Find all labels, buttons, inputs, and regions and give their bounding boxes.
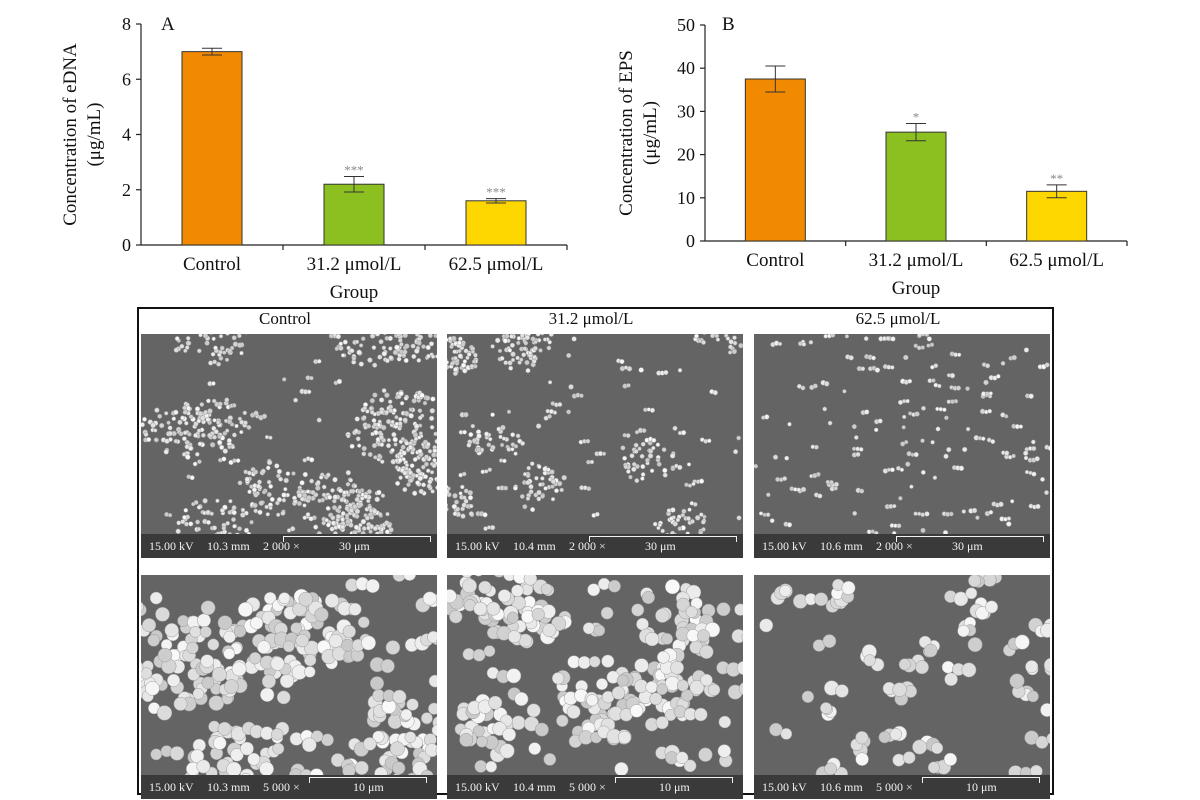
chart-a-bar-0	[181, 51, 243, 246]
chart-b-significance-1: *	[913, 109, 920, 124]
sem-micrograph-image	[447, 575, 743, 775]
sem-scale-bar	[283, 536, 431, 542]
sem-micrograph-image	[447, 334, 743, 534]
sem-micrograph-image	[141, 575, 437, 775]
sem-scale-label: 30 μm	[952, 539, 983, 553]
sem-scale-label: 30 μm	[339, 539, 370, 553]
sem-info-bar: 15.00 kV 10.4 mm 2 000 × 30 μm	[447, 534, 743, 558]
sem-micrograph-image	[141, 334, 437, 534]
sem-info-mag: 2 000 ×	[876, 539, 913, 553]
chart-b-x-axis-title: Group	[892, 278, 941, 299]
chart-b-y-axis-title: Concentration of EPS	[616, 50, 637, 216]
chart-a-panel-label: A	[161, 14, 175, 35]
chart-b-bar-0	[744, 78, 806, 242]
chart-b-ytick-label: 0	[686, 231, 695, 251]
chart-a-bar-2	[465, 200, 527, 246]
sem-info-voltage: 15.00 kV	[455, 539, 500, 553]
sem-info-mag: 5 000 ×	[263, 780, 300, 794]
sem-info-bar: 15.00 kV 10.6 mm 2 000 × 30 μm	[754, 534, 1050, 558]
sem-info-wd: 10.4 mm	[513, 780, 556, 794]
sem-micrograph-image	[754, 334, 1050, 534]
chart-b-ytick-label: 40	[677, 58, 695, 78]
sem-info-wd: 10.3 mm	[207, 780, 250, 794]
sem-scale-bar	[615, 777, 733, 783]
sem-scale-label: 30 μm	[645, 539, 676, 553]
sem-column-title-31-2: 31.2 μmol/L	[548, 309, 634, 328]
sem-info-mag: 2 000 ×	[569, 539, 606, 553]
chart-b-y-axis-unit: (μg/mL)	[640, 101, 661, 165]
chart-a-bar-1	[323, 183, 385, 246]
sem-micrograph-image	[759, 575, 1050, 775]
sem-micrograph-5: 15.00 kV 10.6 mm 5 000 × 10 μm	[754, 575, 1050, 799]
chart-a-ytick-label: 0	[122, 235, 131, 255]
sem-info-mag: 2 000 ×	[263, 539, 300, 553]
chart-b-ytick-label: 10	[677, 188, 695, 208]
chart-b-category-label-1: 31.2 μmol/L	[869, 250, 964, 271]
chart-a-category-label-1: 31.2 μmol/L	[307, 254, 402, 275]
chart-a-category-label-0: Control	[183, 254, 241, 275]
chart-a-significance-1: ***	[344, 162, 364, 177]
chart-a-significance-2: ***	[486, 185, 506, 200]
sem-info-wd: 10.6 mm	[820, 780, 863, 794]
sem-scale-label: 10 μm	[966, 780, 997, 794]
chart-a-ytick-label: 6	[122, 69, 131, 89]
sem-info-bar: 15.00 kV 10.3 mm 5 000 × 10 μm	[141, 775, 437, 799]
sem-info-voltage: 15.00 kV	[455, 780, 500, 794]
chart-b-eps: 0 10 20 30 40 50 Control * 31.2 μmol/L ** 62.5 μmo…	[616, 14, 1128, 299]
sem-column-title-control: Control	[259, 309, 311, 328]
sem-info-bar: 15.00 kV 10.6 mm 5 000 × 10 μm	[754, 775, 1050, 799]
sem-scale-bar	[589, 536, 737, 542]
chart-a-ytick-label: 8	[122, 14, 131, 34]
chart-b-bar-1	[885, 131, 947, 242]
sem-info-voltage: 15.00 kV	[149, 780, 194, 794]
sem-info-bar: 15.00 kV 10.4 mm 5 000 × 10 μm	[447, 775, 743, 799]
sem-info-mag: 5 000 ×	[876, 780, 913, 794]
sem-micrograph-3: 15.00 kV 10.3 mm 5 000 × 10 μm	[141, 575, 437, 799]
chart-b-bar-2	[1026, 190, 1088, 242]
chart-b-ytick-label: 20	[677, 145, 695, 165]
chart-a-x-axis-title: Group	[330, 282, 379, 303]
sem-info-wd: 10.4 mm	[513, 539, 556, 553]
sem-info-wd: 10.3 mm	[207, 539, 250, 553]
sem-info-voltage: 15.00 kV	[149, 539, 194, 553]
sem-scale-label: 10 μm	[353, 780, 384, 794]
sem-scale-bar	[922, 777, 1040, 783]
chart-b-category-label-2: 62.5 μmol/L	[1009, 250, 1104, 271]
chart-a-ytick-label: 2	[122, 180, 131, 200]
chart-b-ytick-label: 50	[677, 15, 695, 35]
chart-b-significance-2: **	[1050, 171, 1063, 186]
sem-scale-label: 10 μm	[659, 780, 690, 794]
chart-a-category-label-2: 62.5 μmol/L	[449, 254, 544, 275]
sem-info-wd: 10.6 mm	[820, 539, 863, 553]
chart-b-panel-label: B	[722, 14, 735, 35]
sem-scale-bar	[309, 777, 427, 783]
chart-a-edna: 0 2 4 6 8 Control *** 31.2 μmol/L *** 62.5 μmol/L…	[60, 14, 568, 303]
sem-info-voltage: 15.00 kV	[762, 780, 807, 794]
sem-micrograph-1: 15.00 kV 10.4 mm 2 000 × 30 μm	[447, 334, 743, 558]
sem-micrograph-2: 15.00 kV 10.6 mm 2 000 × 30 μm	[754, 334, 1050, 558]
chart-a-ytick-label: 4	[122, 125, 131, 145]
chart-b-ytick-label: 30	[677, 101, 695, 121]
chart-a-y-axis-title: Concentration of eDNA	[60, 43, 81, 226]
sem-info-mag: 5 000 ×	[569, 780, 606, 794]
chart-a-y-axis-unit: (μg/mL)	[84, 102, 105, 166]
sem-info-bar: 15.00 kV 10.3 mm 2 000 × 30 μm	[141, 534, 437, 558]
sem-scale-bar	[896, 536, 1044, 542]
sem-micrograph-0: 15.00 kV 10.3 mm 2 000 × 30 μm	[141, 334, 437, 558]
sem-column-title-62-5: 62.5 μmol/L	[855, 309, 941, 328]
sem-info-voltage: 15.00 kV	[762, 539, 807, 553]
sem-micrograph-4: 15.00 kV 10.4 mm 5 000 × 10 μm	[447, 575, 743, 799]
chart-b-category-label-0: Control	[746, 250, 804, 271]
